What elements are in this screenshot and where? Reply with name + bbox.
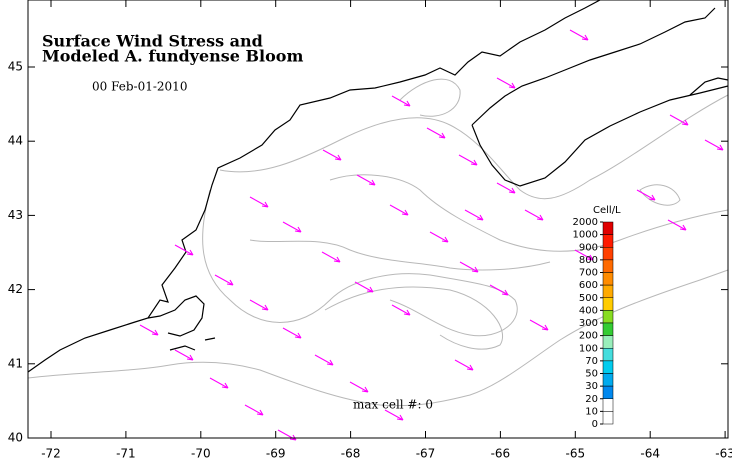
colorbar-segment bbox=[602, 348, 614, 362]
wind-arrow bbox=[209, 377, 229, 389]
wind-arrow bbox=[174, 244, 194, 256]
wind-arrow bbox=[391, 304, 411, 316]
x-tick-label: -65 bbox=[565, 447, 585, 461]
y-tick-label: 43 bbox=[8, 208, 23, 222]
x-tick-label: -68 bbox=[341, 447, 361, 461]
colorbar-unit: Cell/L bbox=[593, 205, 621, 216]
colorbar-segment bbox=[602, 259, 614, 273]
colorbar-segment bbox=[602, 411, 614, 425]
y-tick-label: 44 bbox=[8, 134, 23, 148]
wind-arrow bbox=[356, 174, 376, 186]
wind-arrow bbox=[314, 354, 334, 366]
colorbar-label: 0 bbox=[592, 419, 598, 430]
wind-arrow bbox=[636, 189, 656, 201]
colorbar-label: 20 bbox=[585, 394, 598, 405]
wind-arrow bbox=[426, 127, 446, 139]
wind-arrow bbox=[454, 359, 474, 371]
colorbar-label: 100 bbox=[579, 343, 598, 354]
wind-arrow bbox=[384, 409, 404, 421]
wind-arrow bbox=[282, 221, 302, 233]
colorbar-segment bbox=[602, 310, 614, 324]
x-tick-label: -64 bbox=[640, 447, 660, 461]
wind-arrow bbox=[349, 381, 369, 393]
colorbar-segment bbox=[602, 247, 614, 261]
wind-arrow bbox=[667, 219, 687, 231]
colorbar-label: 50 bbox=[585, 369, 598, 380]
colorbar-segment bbox=[602, 335, 614, 349]
colorbar-segment bbox=[602, 398, 614, 412]
wind-arrow bbox=[389, 204, 409, 216]
y-tick-label: 41 bbox=[8, 356, 23, 370]
wind-arrow bbox=[704, 139, 724, 151]
wind-arrow bbox=[496, 182, 516, 194]
x-tick-label: -70 bbox=[191, 447, 211, 461]
plot-frame bbox=[27, 0, 729, 439]
wind-arrow bbox=[529, 319, 549, 331]
wind-arrow bbox=[458, 154, 478, 166]
colorbar-label: 30 bbox=[585, 381, 598, 392]
colorbar-label: 500 bbox=[579, 293, 598, 304]
annotation: max cell #: 0 bbox=[353, 398, 433, 412]
colorbar-label: 1000 bbox=[573, 230, 598, 241]
wind-arrow bbox=[429, 231, 449, 243]
x-tick-label: -72 bbox=[41, 447, 61, 461]
wind-arrow bbox=[569, 29, 589, 41]
wind-arrow bbox=[322, 149, 342, 161]
depth-contours bbox=[27, 78, 729, 407]
wind-arrow bbox=[354, 281, 374, 293]
x-tick-label: -71 bbox=[116, 447, 136, 461]
colorbar-label: 2000 bbox=[573, 217, 598, 228]
x-tick-label: -66 bbox=[491, 447, 511, 461]
colorbar-segment bbox=[602, 322, 614, 336]
wind-arrow bbox=[464, 209, 484, 221]
colorbar-segment bbox=[602, 385, 614, 399]
colorbar-label: 200 bbox=[579, 331, 598, 342]
title-line: Surface Wind Stress and bbox=[42, 32, 263, 51]
colorbar-label: 400 bbox=[579, 305, 598, 316]
y-tick-label: 45 bbox=[8, 60, 23, 74]
coastline bbox=[27, 0, 729, 373]
wind-arrow bbox=[321, 251, 341, 263]
axes: -72 -71 -70 -69 -68 -67 -66 -65 -64 -63 40 41 42 43 44… bbox=[8, 0, 732, 461]
colorbar-segment bbox=[602, 272, 614, 286]
wind-arrow bbox=[669, 114, 689, 126]
colorbar-label: 800 bbox=[579, 255, 598, 266]
x-tick-label: -67 bbox=[416, 447, 436, 461]
colorbar-segment bbox=[602, 221, 614, 235]
colorbar-label: 10 bbox=[585, 406, 598, 417]
wind-arrow bbox=[214, 274, 234, 286]
x-tick-label: -69 bbox=[266, 447, 286, 461]
colorbar-segment bbox=[602, 297, 614, 311]
colorbar-segment bbox=[602, 360, 614, 374]
y-tick-label: 42 bbox=[8, 282, 23, 296]
wind-arrow bbox=[174, 349, 194, 361]
wind-arrow bbox=[282, 327, 302, 339]
title-line: Modeled A. fundyense Bloom bbox=[42, 47, 303, 66]
wind-arrow bbox=[249, 299, 269, 311]
wind-arrow bbox=[489, 284, 509, 296]
wind-arrow bbox=[459, 261, 479, 273]
colorbar-segment bbox=[602, 373, 614, 387]
wind-arrow bbox=[244, 404, 264, 416]
wind-arrow bbox=[524, 209, 544, 221]
colorbar-segment bbox=[602, 284, 614, 298]
colorbar-label: 300 bbox=[579, 318, 598, 329]
colorbar-label: 700 bbox=[579, 268, 598, 279]
timestamp: 00 Feb-01-2010 bbox=[92, 80, 187, 94]
wind-arrow bbox=[574, 249, 594, 261]
colorbar: 2000100090080070060050040030020010070503… bbox=[573, 217, 614, 430]
y-tick-label: 40 bbox=[8, 431, 23, 445]
wind-arrow bbox=[496, 77, 516, 89]
x-tick-label: -63 bbox=[715, 447, 732, 461]
colorbar-label: 900 bbox=[579, 242, 598, 253]
wind-arrows bbox=[139, 29, 724, 441]
wind-arrow bbox=[249, 196, 269, 208]
wind-arrow bbox=[391, 95, 411, 107]
colorbar-label: 70 bbox=[585, 356, 598, 367]
colorbar-segment bbox=[602, 234, 614, 248]
wind-arrow bbox=[139, 324, 159, 336]
colorbar-label: 600 bbox=[579, 280, 598, 291]
